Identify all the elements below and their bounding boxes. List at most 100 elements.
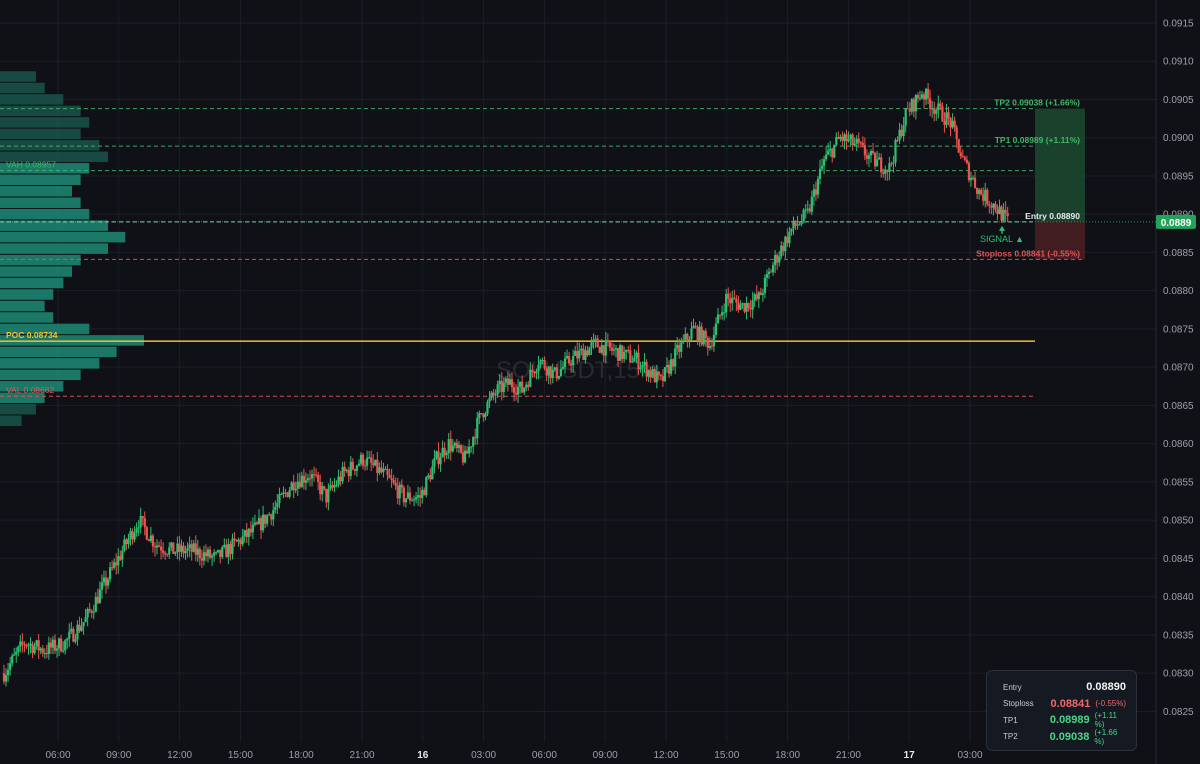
candle-body xyxy=(590,342,593,348)
candle-body xyxy=(825,154,828,160)
candle-body xyxy=(841,136,844,141)
candle-body xyxy=(474,437,477,439)
candle-body xyxy=(455,442,458,449)
candle-body xyxy=(853,143,856,146)
candle-body xyxy=(417,495,420,498)
candle-body xyxy=(839,136,842,139)
candle-body xyxy=(484,413,487,418)
candle-body xyxy=(523,387,526,393)
candle-body xyxy=(547,366,550,376)
price-tick-label: 0.0860 xyxy=(1163,439,1194,450)
candle-body xyxy=(578,350,581,359)
candle-body xyxy=(545,368,548,376)
profile-bar xyxy=(0,312,54,323)
candle-body xyxy=(655,371,658,383)
time-tick-label: 21:00 xyxy=(836,750,861,761)
candle-body xyxy=(927,88,930,99)
candle-body xyxy=(763,277,767,294)
candle-body xyxy=(113,562,116,568)
candle-body xyxy=(396,485,399,499)
price-tick-label: 0.0895 xyxy=(1163,171,1194,182)
candle-body xyxy=(796,224,799,226)
price-tick-label: 0.0870 xyxy=(1163,363,1194,374)
candle-body xyxy=(476,417,479,439)
candle-body xyxy=(592,339,595,343)
candle-body xyxy=(339,476,342,482)
candle-body xyxy=(241,536,244,545)
candle-body xyxy=(245,530,248,538)
info-tp1-value: 0.08989 xyxy=(1049,714,1090,727)
candle-body xyxy=(378,467,381,473)
candle-body xyxy=(459,445,463,453)
candle-body xyxy=(549,366,552,378)
candle-body xyxy=(268,514,271,516)
candle-body xyxy=(361,454,365,466)
profile-bar xyxy=(0,94,64,105)
candle-body xyxy=(629,350,632,363)
time-axis[interactable]: 06:00 09:00 12:00 15:00 18:00 21:00 16 03:00 06:… xyxy=(45,750,982,761)
candle-body xyxy=(539,360,542,365)
candle-body xyxy=(688,339,691,341)
candle-body xyxy=(43,653,46,655)
profile-bar xyxy=(0,392,45,404)
candle-body xyxy=(978,189,981,194)
candle-body xyxy=(908,109,911,112)
candle-body xyxy=(514,392,518,395)
candle-body xyxy=(508,379,512,385)
price-tick-label: 0.0825 xyxy=(1163,707,1194,718)
price-tick-label: 0.0880 xyxy=(1163,286,1194,297)
candle-body xyxy=(800,221,803,224)
candles[interactable] xyxy=(2,83,1009,687)
candle-body xyxy=(249,528,252,533)
candle-body xyxy=(808,208,811,212)
candle-body xyxy=(886,169,889,172)
info-row-tp2: TP2 0.09038 (+1.66 %) xyxy=(1003,728,1126,746)
candle-body xyxy=(261,514,265,531)
vah-label: VAH 0.08957 xyxy=(6,160,56,170)
profile-bar xyxy=(0,151,108,163)
profile-bar xyxy=(0,289,54,300)
candle-body xyxy=(351,461,354,470)
candle-body xyxy=(9,663,12,670)
candle-body xyxy=(565,355,569,359)
candle-body xyxy=(618,345,622,361)
profile-bar xyxy=(0,186,72,197)
candle-body xyxy=(863,145,866,156)
candle-body xyxy=(141,516,144,519)
profile-bar xyxy=(0,369,81,381)
candle-body xyxy=(204,552,208,557)
candle-body xyxy=(78,624,81,631)
candle-body xyxy=(604,340,607,356)
candle-body xyxy=(41,648,44,654)
candle-body xyxy=(929,98,932,110)
candle-body xyxy=(302,475,305,483)
candle-body xyxy=(451,445,454,452)
candle-body xyxy=(904,108,907,126)
candle-body xyxy=(15,651,18,655)
candle-body xyxy=(712,334,716,347)
candle-body xyxy=(873,153,877,167)
profile-bar xyxy=(0,231,126,243)
candle-body xyxy=(880,157,883,173)
candle-body xyxy=(470,446,473,448)
candle-body xyxy=(449,439,452,452)
candle-body xyxy=(194,543,197,555)
candle-body xyxy=(610,347,614,351)
candle-body xyxy=(394,482,397,486)
candle-body xyxy=(945,112,948,125)
candle-body xyxy=(635,352,638,358)
candle-body xyxy=(692,326,695,329)
candle-body xyxy=(143,518,146,528)
candle-body xyxy=(502,382,505,392)
candle-body xyxy=(37,640,40,651)
candle-body xyxy=(390,477,393,480)
candle-body xyxy=(771,264,775,273)
profile-bar xyxy=(0,358,100,369)
candle-body xyxy=(363,465,367,467)
candle-body xyxy=(761,293,764,296)
candle-body xyxy=(66,638,69,641)
candle-body xyxy=(25,644,28,647)
candle-body xyxy=(657,371,660,375)
